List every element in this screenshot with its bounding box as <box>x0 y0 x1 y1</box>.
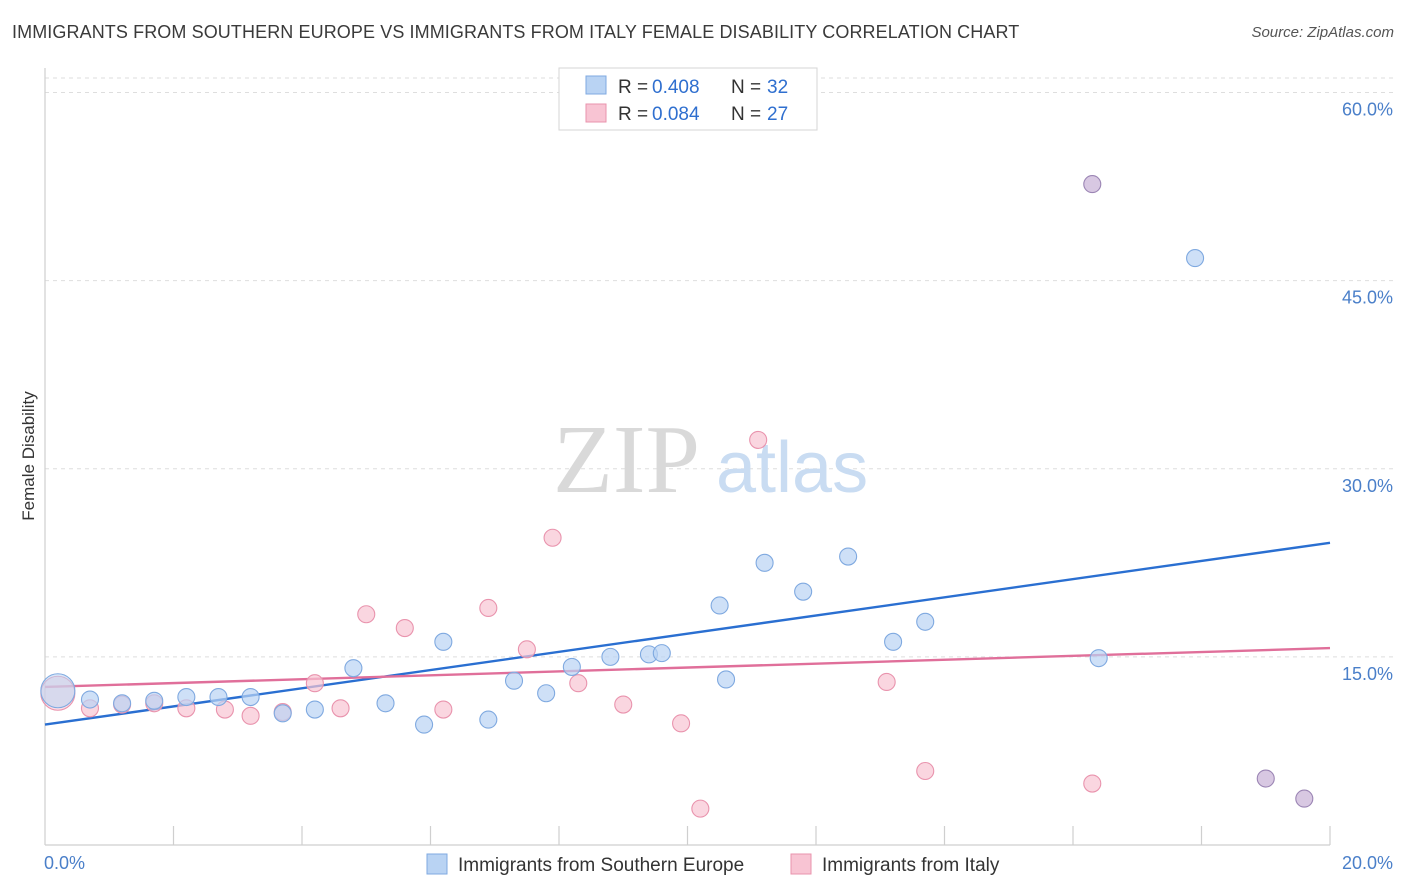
pink-data-point <box>672 714 691 733</box>
blue-data-point <box>504 671 524 690</box>
pink-data-point <box>749 430 768 449</box>
pink-data-point <box>569 674 588 693</box>
pink-data-point <box>479 598 498 618</box>
y-tick-labels: 15.0% 30.0% 45.0% 60.0% <box>1342 100 1393 684</box>
pink-data-point <box>543 528 562 547</box>
pink-data-point <box>1083 774 1102 793</box>
bottom-legend-label-blue: Immigrants from Southern Europe <box>458 855 744 876</box>
blue-data-point <box>145 691 164 710</box>
y-tick-label: 15.0% <box>1342 664 1393 684</box>
blue-data-point <box>113 694 132 713</box>
legend-r-value-1: 0.408 <box>652 77 700 98</box>
blue-data-point <box>415 715 434 734</box>
purple-data-point <box>1083 175 1102 194</box>
pink-data-point <box>395 618 414 638</box>
blue-data-point <box>755 553 774 572</box>
bottom-legend-swatch-pink <box>790 853 812 875</box>
legend-swatch-blue <box>585 75 607 95</box>
blue-data-point <box>562 657 581 676</box>
blue-data-point <box>884 632 903 651</box>
pink-data-point <box>434 700 453 719</box>
blue-data-point <box>40 673 76 709</box>
blue-data-point <box>652 644 671 663</box>
purple-data-point <box>1256 769 1275 788</box>
x-tick-label-min: 0.0% <box>44 853 85 873</box>
watermark-atlas: atlas <box>716 428 868 508</box>
blue-data-point <box>209 687 228 707</box>
legend-n-value-1: 32 <box>767 77 788 98</box>
blue-data-point <box>479 710 498 729</box>
pink-data-point <box>614 695 633 714</box>
blue-data-point <box>716 670 736 689</box>
pink-data-point <box>877 672 896 692</box>
blue-data-point <box>177 687 196 707</box>
blue-data-point <box>80 690 100 709</box>
blue-data-point <box>794 582 813 601</box>
legend-swatch-pink <box>585 103 607 123</box>
blue-data-point <box>1186 249 1205 268</box>
bottom-legend-label-pink: Immigrants from Italy <box>822 855 1000 876</box>
trend-lines <box>44 541 1331 726</box>
blue-data-point <box>1089 649 1108 668</box>
blue-data-point <box>376 694 395 713</box>
blue-data-point <box>434 632 453 651</box>
blue-data-point <box>601 647 620 666</box>
pink-data-point <box>357 605 376 624</box>
legend-r-label-2: R = <box>618 104 648 125</box>
chart-title: IMMIGRANTS FROM SOUTHERN EUROPE VS IMMIG… <box>12 22 1020 42</box>
x-tick-label-max: 20.0% <box>1342 853 1393 873</box>
pink-data-point <box>305 674 324 693</box>
blue-data-point <box>305 700 324 719</box>
blue-data-point <box>537 684 556 703</box>
legend-r-value-2: 0.084 <box>652 104 700 125</box>
pink-data-point <box>241 706 260 725</box>
y-tick-label: 45.0% <box>1342 288 1393 308</box>
source-label: Source: ZipAtlas.com <box>1251 24 1394 41</box>
blue-data-point <box>710 596 729 615</box>
y-tick-label: 30.0% <box>1342 476 1393 496</box>
pink-data-point <box>331 699 350 718</box>
y-axis-title: Female Disability <box>19 391 38 521</box>
bottom-legend-swatch-blue <box>426 853 448 875</box>
pink-trend-line <box>44 646 1331 689</box>
blue-data-point <box>273 704 292 723</box>
blue-data-point <box>839 547 858 566</box>
series-legend: Immigrants from Southern Europe Immigran… <box>426 853 1000 876</box>
watermark-zip: ZIP <box>553 406 700 514</box>
legend-n-label-2: N = <box>731 104 761 125</box>
legend-r-label-1: R = <box>618 77 648 98</box>
blue-data-point <box>241 687 260 707</box>
purple-data-point <box>1295 789 1314 808</box>
pink-data-point <box>691 799 710 818</box>
blue-trend-line <box>44 541 1331 726</box>
pink-data-point <box>916 761 935 781</box>
grid-lines <box>45 77 1393 658</box>
legend-n-value-2: 27 <box>767 104 788 125</box>
blue-data-point <box>344 659 363 678</box>
x-ticks <box>172 826 1331 845</box>
pink-data-point <box>517 640 536 659</box>
blue-data-point <box>916 612 935 631</box>
scatter-points <box>40 175 1314 818</box>
legend-n-label-1: N = <box>731 77 761 98</box>
correlation-legend: R = 0.408 N = 32 R = 0.084 N = 27 <box>558 67 818 131</box>
y-tick-label: 60.0% <box>1342 100 1393 120</box>
